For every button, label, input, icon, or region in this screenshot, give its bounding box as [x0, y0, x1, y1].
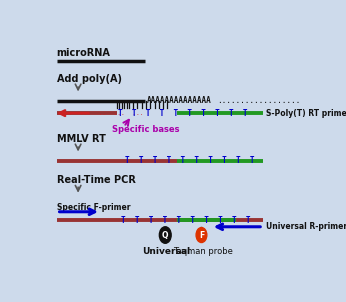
Text: S-Poly(T) RT primer: S-Poly(T) RT primer	[266, 109, 346, 117]
Text: AAAAAAAAAAAAAA: AAAAAAAAAAAAAA	[146, 96, 211, 105]
Text: T  T  T  T  T  T  T  T  T  T: T T T T T T T T T T	[121, 216, 251, 224]
Text: MMLV RT: MMLV RT	[57, 134, 106, 144]
Circle shape	[160, 227, 171, 243]
Text: Add poly(A): Add poly(A)	[57, 74, 122, 84]
Text: Specific bases: Specific bases	[112, 125, 179, 134]
Text: Q: Q	[162, 230, 169, 239]
Text: F: F	[199, 230, 204, 239]
Text: ...  ...  ..  ...  ...: ... ... .. ... ...	[61, 111, 143, 116]
Circle shape	[196, 227, 207, 243]
Text: microRNA: microRNA	[57, 48, 110, 58]
Text: T  T  T  T  T  T  T  T  T  T: T T T T T T T T T T	[125, 156, 255, 165]
Text: Taqman probe: Taqman probe	[173, 247, 233, 256]
Text: Specific F-primer: Specific F-primer	[57, 203, 130, 212]
Text: Real-Time PCR: Real-Time PCR	[57, 175, 136, 185]
Text: Universal R-primer: Universal R-primer	[266, 222, 346, 231]
Text: Universal: Universal	[143, 247, 191, 256]
Text: ..................: ..................	[218, 96, 301, 105]
Text: T  T  T  T  T  T  T  T  T  T: T T T T T T T T T T	[118, 109, 248, 117]
